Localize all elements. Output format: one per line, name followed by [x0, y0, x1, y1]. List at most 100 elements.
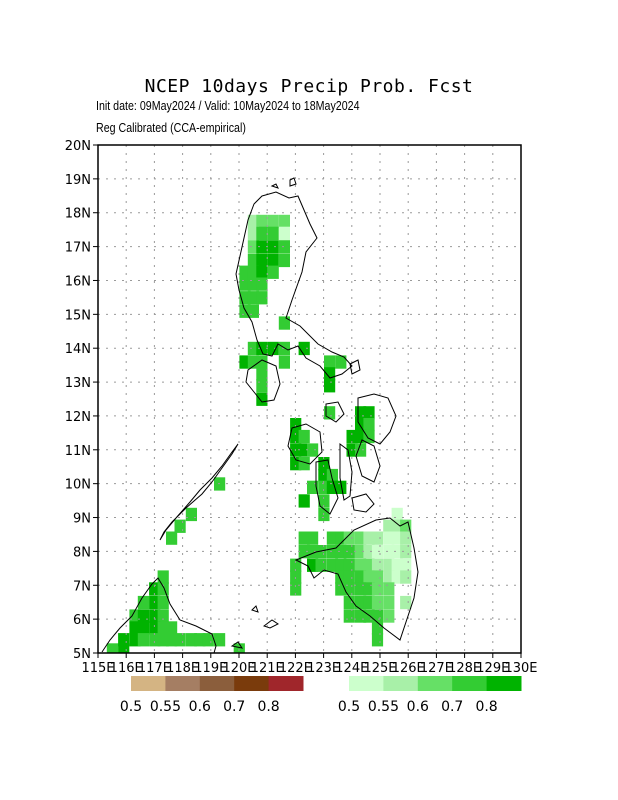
probability-cell — [363, 531, 375, 545]
probability-cell — [278, 253, 290, 268]
probability-cell — [355, 558, 367, 572]
probability-cell — [324, 367, 336, 381]
lon-tick-label: 130E — [504, 661, 537, 676]
latitude-tick-labels: 5N 6N 7N 8N 9N 10N 11N 12N 13N 14N 15N 16N 17N 18N 19N… — [65, 139, 98, 662]
probability-cell — [174, 519, 186, 533]
probability-cell — [343, 570, 355, 584]
probability-cell — [278, 226, 290, 240]
colorbar-swatch — [234, 676, 270, 691]
coastline-luzon — [235, 191, 353, 379]
probability-cell — [355, 443, 367, 457]
probability-cell — [324, 379, 336, 393]
probability-cell — [256, 355, 268, 369]
lat-tick-label: 6N — [73, 613, 91, 628]
probability-cell — [318, 468, 330, 483]
probability-cell — [256, 253, 268, 268]
colorbar-label: 0.6 — [189, 699, 211, 715]
probability-cell — [298, 429, 310, 444]
probability-cell — [318, 457, 330, 471]
probability-cell — [278, 355, 290, 369]
probability-cell — [256, 214, 268, 229]
probability-cell — [335, 355, 347, 369]
lat-tick-label: 10N — [65, 478, 91, 493]
colorbar-swatch — [268, 676, 304, 691]
probability-cell — [391, 545, 403, 559]
probability-cell — [371, 609, 384, 623]
lat-tick-label: 5N — [73, 647, 91, 662]
coastline-palawan — [159, 443, 239, 541]
probability-cell — [363, 609, 375, 623]
lon-tick-label: 123E — [307, 661, 340, 676]
probability-cell — [371, 558, 384, 572]
probability-cell — [278, 316, 290, 330]
coastline-samar — [357, 393, 397, 445]
probability-cell — [166, 621, 178, 635]
probability-cell — [371, 595, 384, 610]
lat-tick-label: 20N — [65, 139, 91, 154]
lat-tick-label: 19N — [65, 173, 91, 188]
coastline-panay — [287, 423, 323, 465]
probability-cell — [118, 633, 130, 647]
probability-cell — [343, 609, 355, 623]
probability-cell — [298, 494, 310, 508]
probability-cell — [371, 545, 384, 559]
probability-cell — [267, 226, 279, 240]
probability-cell — [391, 570, 403, 584]
colorbar-swatch — [417, 676, 453, 691]
probability-cell — [239, 304, 251, 318]
probability-cell — [256, 341, 268, 356]
probability-cell — [247, 304, 259, 318]
colorbar-swatch — [383, 676, 419, 691]
probability-cell — [355, 429, 367, 444]
probability-cell — [129, 609, 141, 623]
probability-cell — [326, 468, 338, 483]
probability-cell — [326, 558, 338, 572]
probability-cell — [383, 595, 395, 610]
probability-cell — [233, 643, 245, 653]
probability-cell — [400, 558, 412, 572]
probability-cell — [267, 240, 279, 254]
probability-cell — [307, 558, 319, 572]
probability-cell — [324, 355, 336, 369]
probability-cell — [326, 545, 338, 559]
probability-cell — [371, 582, 384, 596]
lat-tick-label: 17N — [65, 241, 91, 256]
probability-cell — [166, 531, 178, 545]
colorbar-label: 0.55 — [150, 699, 181, 715]
colorbar-label: 0.55 — [368, 699, 399, 715]
probability-cell — [363, 558, 375, 572]
probability-cell — [137, 621, 149, 635]
probability-cell — [391, 507, 403, 522]
probability-cell — [318, 480, 330, 494]
probability-cell — [247, 265, 259, 279]
probability-cell — [355, 595, 367, 610]
probability-cell — [149, 621, 161, 635]
probability-cell — [346, 429, 358, 444]
colorbar-swatch — [349, 676, 384, 691]
probability-cell — [194, 633, 206, 647]
probability-cell — [278, 341, 290, 356]
probability-cell — [383, 531, 395, 545]
colorbar-swatch — [199, 676, 235, 691]
probability-cell — [298, 443, 310, 457]
probability-cell — [391, 558, 403, 572]
probability-cell — [149, 582, 161, 596]
probability-cell — [335, 531, 347, 545]
probability-cell — [267, 341, 279, 356]
lat-tick-label: 14N — [65, 342, 91, 357]
lat-tick-label: 7N — [73, 579, 91, 594]
probability-cell — [157, 609, 169, 623]
probability-cell — [343, 558, 355, 572]
probability-cell — [326, 531, 338, 545]
probability-cell — [290, 457, 302, 471]
probability-cell — [267, 214, 279, 229]
probability-cell — [157, 595, 169, 610]
coastline-negros — [315, 459, 339, 515]
init-valid-date-subtitle: Init date: 09May2024 / Valid: 10May2024 … — [96, 98, 360, 113]
longitude-tick-labels: 115E116E117E118E119E120E121E122E123E124E… — [81, 653, 538, 676]
coastline-leyte — [355, 439, 381, 483]
probability-cell — [185, 633, 197, 647]
probability-cell — [307, 545, 319, 559]
colorbar-label: 0.7 — [223, 699, 245, 715]
probability-cell — [383, 609, 395, 623]
